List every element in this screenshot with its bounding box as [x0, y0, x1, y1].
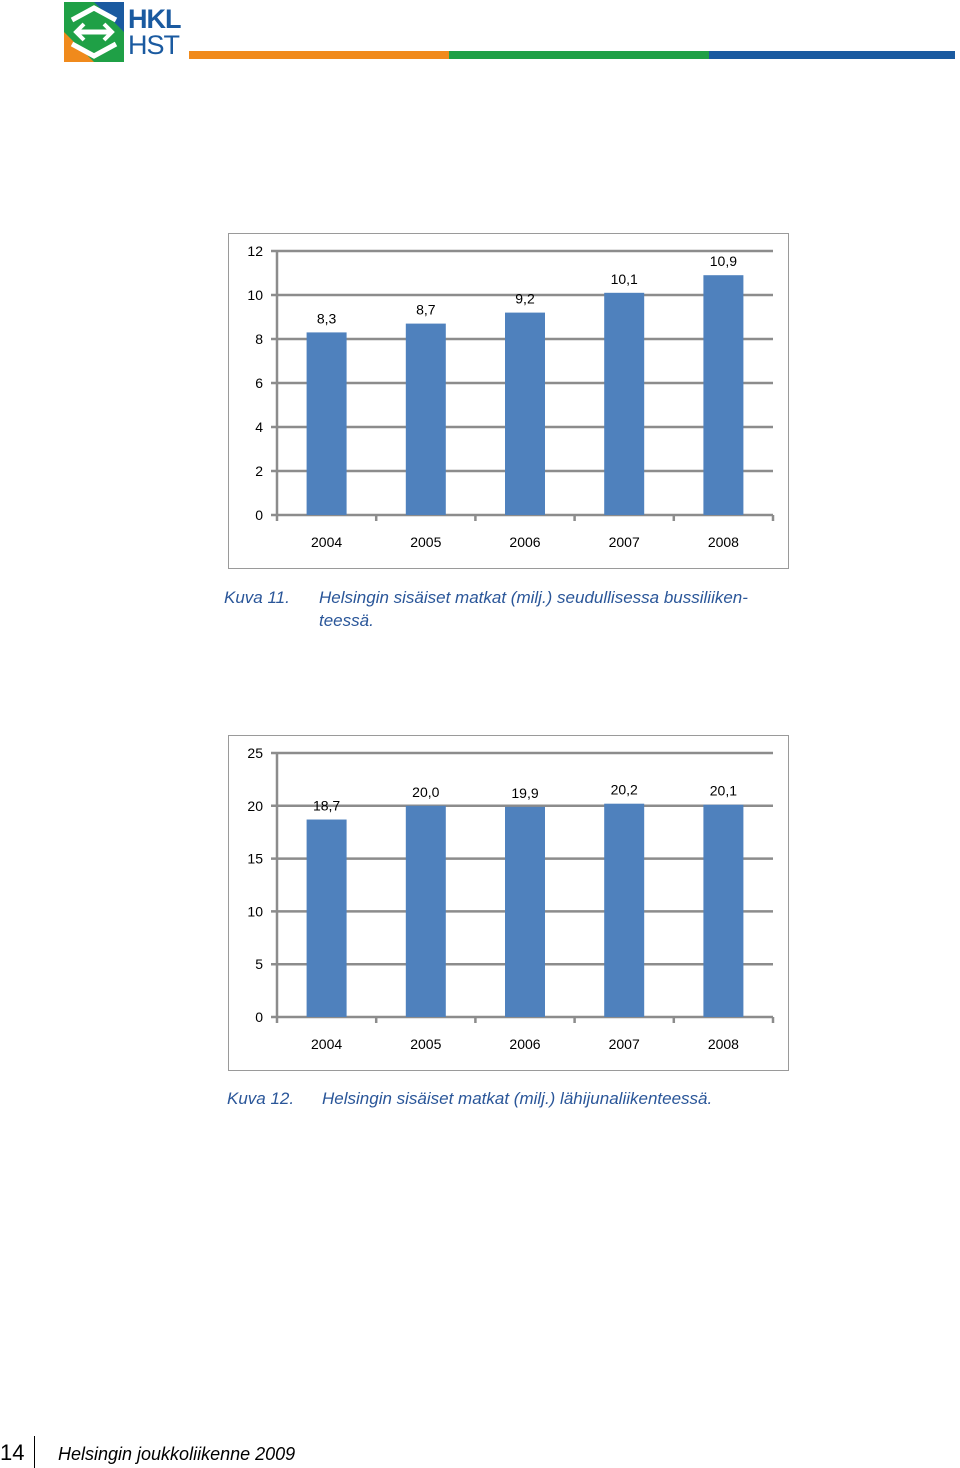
chart-2-xtick-label: 2005 — [410, 1036, 441, 1052]
chart-1-ytick-label: 4 — [255, 419, 263, 435]
chart-2-xtick-label: 2008 — [708, 1036, 739, 1052]
chart-1-ytick-label: 12 — [247, 243, 263, 259]
chart-2-xtick-label: 2006 — [509, 1036, 540, 1052]
chart-2-data-label: 20,2 — [611, 782, 638, 798]
chart-2-bar — [306, 819, 347, 1017]
chart-1-ytick-label: 8 — [255, 331, 263, 347]
chart-1-data-label: 8,7 — [416, 302, 436, 318]
chart-2-ytick-label: 10 — [247, 903, 263, 919]
chart-1-ytick-label: 0 — [255, 507, 263, 523]
chart-1-xtick-label: 2007 — [609, 534, 640, 550]
chart-1-xtick-label: 2006 — [509, 534, 540, 550]
chart-2-train-trips: 0 5 10 15 20 25 18,7 2004 20,0 2005 19,9 2006 20,2 20… — [247, 745, 775, 1052]
chart-1-ytick-label: 6 — [255, 375, 263, 391]
chart-2-data-label: 20,0 — [412, 784, 439, 800]
chart-1-data-label: 8,3 — [317, 310, 337, 326]
chart-2-frame: 0 5 10 15 20 25 18,7 2004 20,0 2005 19,9 2006 20,2 20… — [228, 735, 789, 1071]
chart-1-bar — [703, 275, 744, 515]
publication-title: Helsingin joukkoliikenne 2009 — [58, 1444, 296, 1464]
logo-text-hkl: HKL — [128, 4, 181, 34]
footer-divider — [34, 1436, 35, 1468]
chart-1-bar — [604, 292, 645, 515]
figure-11-number: Kuva 11. — [224, 588, 290, 607]
chart-2-data-label: 19,9 — [511, 785, 538, 801]
chart-1-data-label: 10,1 — [611, 271, 638, 287]
logo-text-hst: HST — [128, 30, 180, 60]
chart-1-data-label: 10,9 — [710, 253, 737, 269]
chart-2-bar — [405, 805, 446, 1017]
page-number: 14 — [0, 1440, 25, 1465]
chart-2-xtick-label: 2007 — [609, 1036, 640, 1052]
chart-2-bar — [703, 804, 744, 1017]
chart-2-ytick-label: 0 — [255, 1009, 263, 1025]
chart-2-ytick-label: 15 — [247, 851, 263, 867]
header-stripe-orange — [189, 51, 449, 59]
chart-1-xtick-label: 2005 — [410, 534, 441, 550]
chart-1-ytick-label: 2 — [255, 463, 263, 479]
header-stripe-blue — [709, 51, 955, 59]
figure-11-caption-line2: teessä. — [319, 611, 374, 630]
chart-2-ytick-label: 20 — [247, 798, 263, 814]
figure-11-caption-line1: Helsingin sisäiset matkat (milj.) seudul… — [319, 588, 748, 607]
chart-2-xtick-label: 2004 — [311, 1036, 342, 1052]
chart-1-xtick-label: 2004 — [311, 534, 342, 550]
chart-1-ytick-label: 10 — [247, 287, 263, 303]
figure-12-number: Kuva 12. — [227, 1089, 295, 1108]
chart-1-frame: 0 2 4 6 8 10 12 8,3 2004 8,7 2005 9,2 2006 10,1 2007 10… — [228, 233, 789, 569]
chart-1-bar — [405, 323, 446, 515]
chart-1-bar — [306, 332, 347, 515]
chart-2-data-label: 18,7 — [313, 798, 340, 814]
chart-2-bar — [505, 806, 545, 1017]
figure-12-caption-line1: Helsingin sisäiset matkat (milj.) lähiju… — [322, 1089, 713, 1108]
hkl-logo: HKL HST — [64, 2, 188, 62]
chart-1-xtick-label: 2008 — [708, 534, 739, 550]
chart-2-data-label: 20,1 — [710, 783, 737, 799]
chart-1-bar — [505, 312, 545, 515]
chart-1-data-label: 9,2 — [515, 291, 535, 307]
chart-2-ytick-label: 25 — [247, 745, 263, 761]
hkl-logo-mark-icon — [64, 2, 124, 62]
chart-1-bus-trips: 0 2 4 6 8 10 12 8,3 2004 8,7 2005 9,2 2006 10,1 2007 10… — [247, 243, 775, 550]
chart-2-bar — [604, 803, 645, 1017]
header-stripe-green — [449, 51, 709, 59]
chart-2-ytick-label: 5 — [255, 956, 263, 972]
